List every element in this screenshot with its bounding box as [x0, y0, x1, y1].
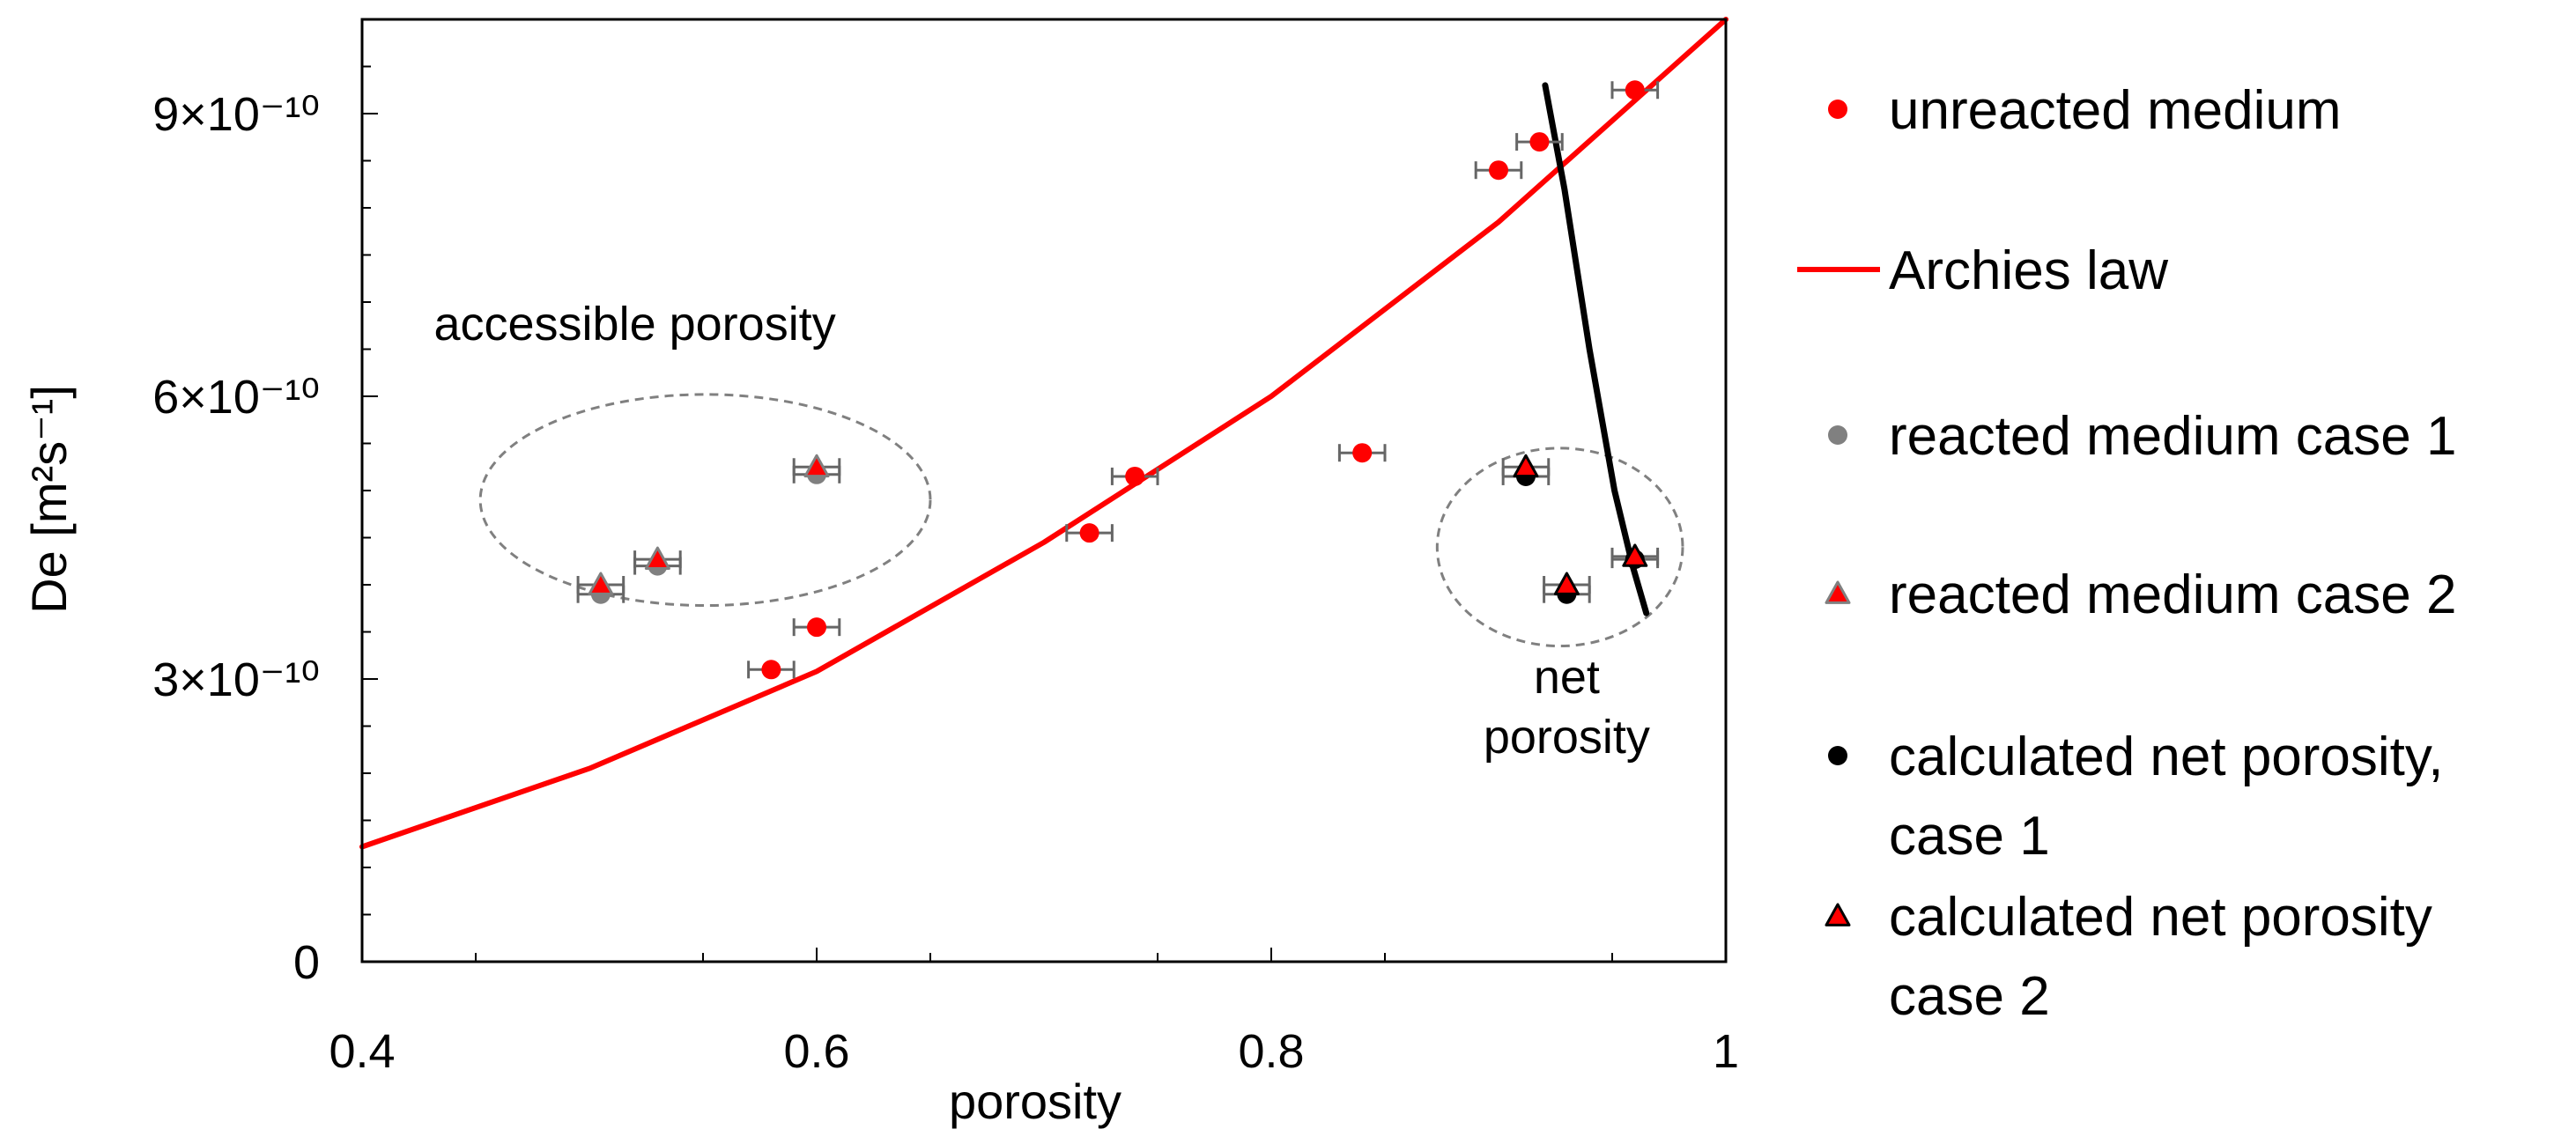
legend-label: calculated net porosity, case 1	[1889, 727, 2444, 867]
data-point-triangle	[644, 546, 670, 571]
net-porosity-curve	[1542, 82, 1650, 616]
legend-label-line: case 1	[1889, 806, 2050, 867]
x-tick-label: 0.8	[1238, 1025, 1304, 1078]
legend-label-line: reacted medium case 1	[1889, 406, 2456, 467]
legend-label-line: reacted medium case 2	[1889, 565, 2456, 625]
data-point	[1489, 160, 1508, 181]
legend-triangle-swatch	[1825, 580, 1851, 604]
data-point-triangle	[1513, 454, 1539, 478]
y-tick-label: 6×10⁻¹⁰	[152, 371, 320, 424]
x-tick-label: 1	[1713, 1025, 1739, 1078]
data-point-triangle	[1553, 572, 1580, 595]
y-tick-label: 0	[293, 936, 320, 989]
y-axis-title: De [m²s⁻¹]	[21, 385, 77, 614]
data-point-triangle	[1622, 543, 1648, 567]
annotations: accessible porosity net porosity	[433, 298, 1649, 764]
legend-circle-swatch	[1828, 425, 1847, 445]
legend-label: reacted medium case 2	[1889, 565, 2456, 625]
annotation-text: accessible porosity	[433, 298, 835, 351]
legend: unreacted medium Archies law reacted mediu…	[1797, 80, 2456, 1027]
legend-item: reacted medium case 1	[1828, 406, 2456, 467]
legend-item: Archies law	[1797, 240, 2168, 301]
group-ellipse	[1435, 447, 1684, 648]
y-tick-label: 9×10⁻¹⁰	[152, 88, 320, 141]
group-ellipse	[478, 393, 932, 608]
legend-label-line: case 2	[1889, 966, 2050, 1027]
legend-label: unreacted medium	[1889, 80, 2342, 141]
y-axis: 0 3×10⁻¹⁰ 6×10⁻¹⁰ 9×10⁻¹⁰	[152, 65, 378, 989]
annotation-text: porosity	[1484, 711, 1650, 764]
legend-label-line: calculated net porosity,	[1889, 727, 2444, 787]
legend-circle-swatch	[1828, 746, 1847, 765]
legend-item: unreacted medium	[1828, 80, 2342, 141]
series-layer	[359, 17, 1728, 850]
plot-frame	[360, 18, 1728, 963]
legend-triangle-swatch	[1825, 903, 1851, 926]
legend-item: calculated net porosity, case 1	[1828, 727, 2444, 867]
legend-circle-swatch	[1828, 100, 1847, 119]
annotation-text: net	[1534, 651, 1600, 704]
legend-item: calculated net porosity case 2	[1825, 887, 2432, 1027]
data-point	[807, 617, 826, 638]
x-tick-label: 0.4	[329, 1025, 395, 1078]
data-point-triangle	[803, 454, 830, 478]
data-point-triangle	[588, 572, 614, 595]
legend-label-line: calculated net porosity	[1889, 887, 2432, 948]
x-axis-title: porosity	[949, 1074, 1121, 1129]
legend-label: reacted medium case 1	[1889, 406, 2456, 467]
x-axis: 0.4 0.6 0.8 1	[329, 948, 1739, 1078]
data-point	[1625, 80, 1645, 100]
legend-item: reacted medium case 2	[1825, 565, 2456, 625]
legend-label-line: unreacted medium	[1889, 80, 2342, 141]
archies-law-line	[359, 17, 1728, 850]
x-tick-label: 0.6	[783, 1025, 849, 1078]
legend-label: calculated net porosity case 2	[1889, 887, 2432, 1027]
legend-label: Archies law	[1889, 240, 2168, 301]
legend-label-line: Archies law	[1889, 240, 2168, 301]
data-point	[1352, 443, 1373, 463]
data-point	[1529, 132, 1550, 152]
data-point	[761, 660, 781, 680]
data-point	[1079, 523, 1099, 543]
data-point	[1125, 466, 1145, 486]
y-tick-label: 3×10⁻¹⁰	[152, 653, 320, 706]
annotation-ellipses	[478, 393, 1684, 648]
